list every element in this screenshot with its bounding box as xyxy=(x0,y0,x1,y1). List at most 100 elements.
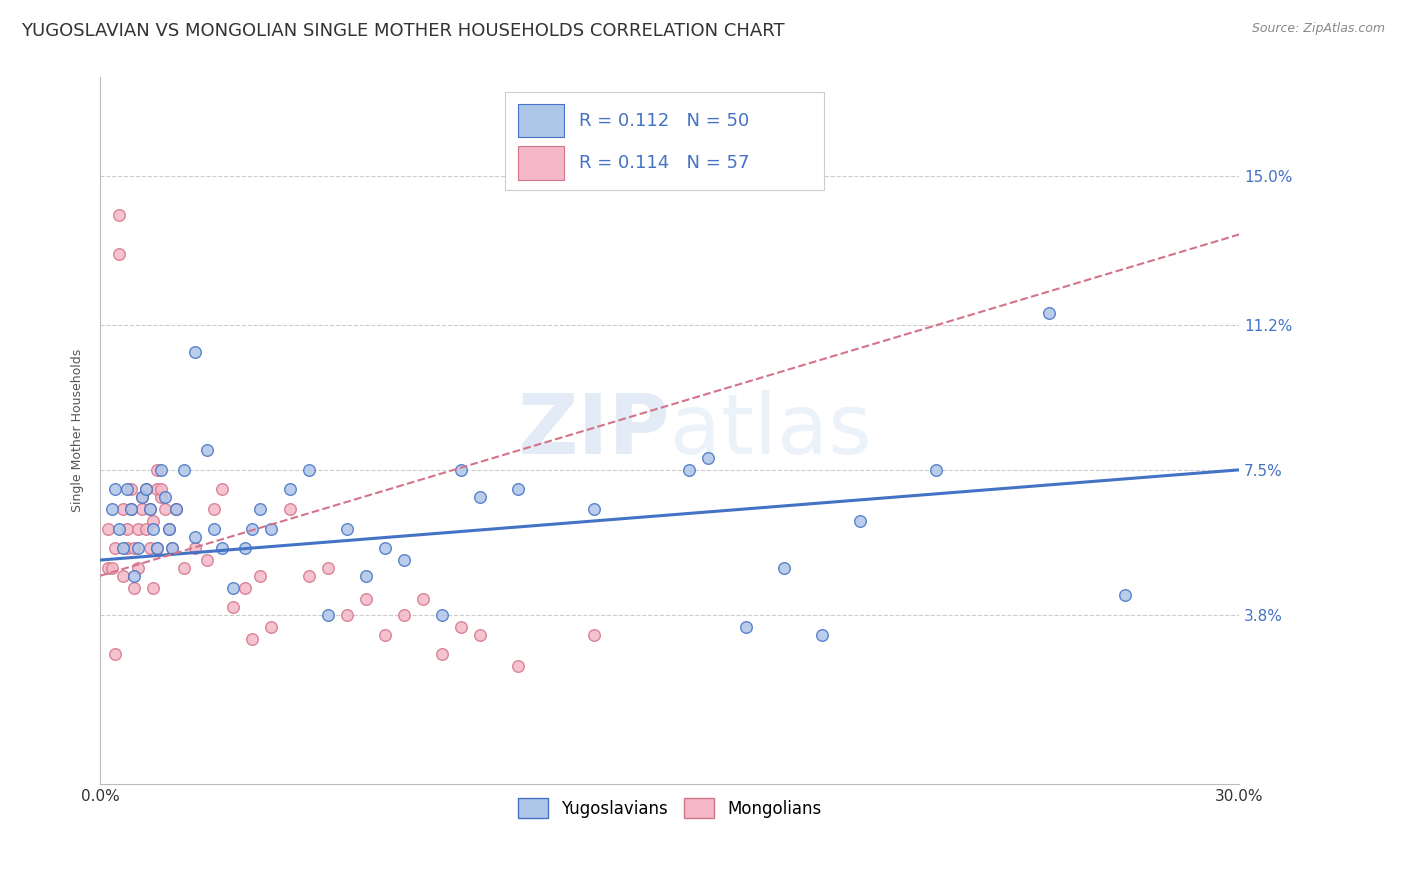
Point xyxy=(810,627,832,641)
Point xyxy=(111,502,134,516)
Point xyxy=(115,522,138,536)
Point xyxy=(100,502,122,516)
Point xyxy=(104,647,127,661)
Point xyxy=(202,522,225,536)
Point xyxy=(115,483,138,497)
Point xyxy=(696,451,718,466)
Point xyxy=(146,541,169,556)
Point xyxy=(298,463,321,477)
Point xyxy=(468,627,491,641)
Point xyxy=(146,463,169,477)
Point xyxy=(582,502,605,516)
Point xyxy=(115,541,138,556)
Point xyxy=(354,568,377,582)
Point xyxy=(316,607,339,622)
Point xyxy=(153,491,176,505)
Point xyxy=(184,541,207,556)
Point xyxy=(298,568,321,582)
Point xyxy=(211,541,233,556)
Point xyxy=(211,483,233,497)
Point xyxy=(120,502,142,516)
FancyBboxPatch shape xyxy=(505,92,824,191)
Point xyxy=(149,463,172,477)
Point xyxy=(157,522,180,536)
Point xyxy=(450,463,472,477)
Point xyxy=(582,627,605,641)
Point xyxy=(108,522,131,536)
Point xyxy=(135,483,157,497)
Point xyxy=(374,627,396,641)
Text: YUGOSLAVIAN VS MONGOLIAN SINGLE MOTHER HOUSEHOLDS CORRELATION CHART: YUGOSLAVIAN VS MONGOLIAN SINGLE MOTHER H… xyxy=(21,22,785,40)
Point xyxy=(97,561,120,575)
Point xyxy=(120,483,142,497)
Point xyxy=(165,502,187,516)
Point xyxy=(772,561,794,575)
Point xyxy=(162,541,184,556)
Legend: Yugoslavians, Mongolians: Yugoslavians, Mongolians xyxy=(510,791,828,825)
Point xyxy=(222,581,245,595)
Point xyxy=(233,581,256,595)
Point xyxy=(430,647,453,661)
Point xyxy=(848,514,870,528)
Point xyxy=(392,607,415,622)
Point xyxy=(195,553,218,567)
Point xyxy=(124,541,146,556)
Point xyxy=(124,581,146,595)
Point xyxy=(135,483,157,497)
Point xyxy=(138,502,160,516)
Point xyxy=(146,541,169,556)
Point xyxy=(131,491,153,505)
Point xyxy=(127,541,149,556)
Point xyxy=(142,522,165,536)
Point xyxy=(108,247,131,261)
Point xyxy=(392,553,415,567)
Point xyxy=(124,568,146,582)
Point xyxy=(104,541,127,556)
Point xyxy=(108,208,131,222)
Point xyxy=(222,600,245,615)
Point xyxy=(374,541,396,556)
Point xyxy=(149,483,172,497)
Point xyxy=(506,483,529,497)
Point xyxy=(240,632,263,646)
Point xyxy=(678,463,700,477)
Point xyxy=(430,607,453,622)
FancyBboxPatch shape xyxy=(519,103,564,137)
Point xyxy=(131,502,153,516)
Point xyxy=(336,607,359,622)
Point xyxy=(127,522,149,536)
Point xyxy=(162,541,184,556)
Point xyxy=(249,568,271,582)
Point xyxy=(184,345,207,359)
Point xyxy=(157,522,180,536)
Y-axis label: Single Mother Households: Single Mother Households xyxy=(72,349,84,512)
Point xyxy=(233,541,256,556)
Text: atlas: atlas xyxy=(669,390,872,471)
Point xyxy=(412,592,434,607)
Point xyxy=(195,443,218,458)
Point xyxy=(278,502,301,516)
Point xyxy=(149,491,172,505)
Point xyxy=(1038,306,1060,320)
Text: R = 0.112   N = 50: R = 0.112 N = 50 xyxy=(579,112,749,129)
Point xyxy=(104,483,127,497)
Point xyxy=(260,522,283,536)
Point xyxy=(336,522,359,536)
Point xyxy=(240,522,263,536)
Point xyxy=(354,592,377,607)
Point xyxy=(173,463,195,477)
Point xyxy=(127,561,149,575)
Point xyxy=(111,541,134,556)
Point xyxy=(506,659,529,673)
Point xyxy=(184,529,207,543)
Point xyxy=(734,620,756,634)
Text: Source: ZipAtlas.com: Source: ZipAtlas.com xyxy=(1251,22,1385,36)
Point xyxy=(278,483,301,497)
Point xyxy=(120,502,142,516)
Point xyxy=(131,491,153,505)
Point xyxy=(142,514,165,528)
Text: R = 0.114   N = 57: R = 0.114 N = 57 xyxy=(579,154,749,172)
Text: ZIP: ZIP xyxy=(517,390,669,471)
Point xyxy=(173,561,195,575)
Point xyxy=(111,568,134,582)
